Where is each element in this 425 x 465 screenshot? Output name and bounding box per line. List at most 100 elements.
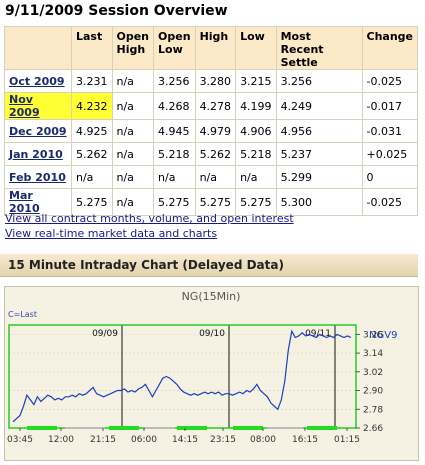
last-cell: 4.925	[71, 119, 113, 143]
open-low-cell: 4.945	[153, 119, 196, 143]
header-text: Open	[116, 30, 150, 43]
open-low-cell: 4.268	[153, 92, 196, 120]
x-axis: 03:45 12:00 21:15 06:00 14:15 23:15 08:00 16:15…	[7, 428, 360, 445]
x-tick-label: 01:15	[334, 435, 360, 445]
open-low-cell: n/a	[153, 165, 196, 189]
header-text: Open	[158, 30, 191, 43]
chart-title: NG(15Min)	[182, 290, 241, 303]
settle-cell: 5.300	[275, 188, 363, 216]
table-row: Mar 2010 5.275 n/a 5.275 5.275 5.275 5.300 -0.0…	[4, 188, 418, 216]
month-cell: Oct 2009	[4, 69, 72, 93]
table-row: Feb 2010 n/a n/a n/a n/a n/a 5.299 0	[4, 165, 418, 189]
last-cell: 5.275	[71, 188, 113, 216]
session-bar	[233, 426, 263, 430]
header-text: Last	[76, 30, 103, 43]
y-tick-label: 3.14	[363, 349, 383, 359]
low-cell: 5.218	[235, 142, 277, 166]
open-high-cell: n/a	[111, 119, 155, 143]
low-cell: 4.906	[235, 119, 277, 143]
x-tick-label: 08:00	[250, 435, 276, 445]
header-text: Change	[366, 30, 414, 43]
table-header-row: Last Open High Open Low High Low Most Recent Set…	[4, 26, 418, 70]
price-line	[12, 329, 352, 423]
table-row: Dec 2009 4.925 n/a 4.945 4.979 4.906 4.956 -0.0…	[4, 119, 418, 143]
table-row: Jan 2010 5.262 n/a 5.218 5.262 5.218 5.237 +0.0…	[4, 142, 418, 166]
section-title: 15 Minute Intraday Chart (Delayed Data)	[8, 258, 284, 272]
off-session-bar	[65, 427, 105, 429]
table-body: Oct 2009 3.231 n/a 3.256 3.280 3.215 3.256 -0.0…	[4, 69, 418, 216]
off-session-bar	[145, 427, 175, 429]
last-cell: 3.231	[71, 69, 113, 93]
day-label: 09/10	[199, 329, 225, 339]
y-tick-label: 3.02	[363, 368, 383, 378]
session-table-container: Last Open High Open Low High Low Most Recent Set…	[4, 26, 418, 216]
off-session-bar	[267, 427, 303, 429]
chart-legend: C=Last	[8, 310, 37, 319]
change-cell: -0.017	[361, 92, 418, 120]
day-label: 09/09	[92, 329, 118, 339]
contract-month-link[interactable]: Mar 2010	[9, 189, 40, 215]
session-table: Last Open High Open Low High Low Most Recent Set…	[4, 26, 418, 216]
header-low: Low	[235, 26, 277, 70]
open-low-cell: 5.218	[153, 142, 196, 166]
header-text: Most Recent	[280, 30, 324, 56]
contract-month-link[interactable]: Oct 2009	[9, 74, 65, 88]
y-axis: 3.26 3.14 3.02 2.90 2.78 2.66	[356, 330, 383, 434]
low-cell: n/a	[235, 165, 277, 189]
settle-cell: 3.256	[275, 69, 363, 93]
settle-cell: 5.237	[275, 142, 363, 166]
chart-svg: NG(15Min) C=Last NGV9 09/09 09/10 09/11 3.…	[7, 290, 397, 445]
high-cell: 4.278	[194, 92, 237, 120]
header-text: High	[199, 30, 229, 43]
contract-month-link[interactable]: Nov 2009	[9, 93, 40, 119]
day-label: 09/11	[305, 329, 331, 339]
header-text: High	[116, 43, 146, 56]
links-block: View all contract months, volume, and op…	[5, 211, 294, 241]
change-cell: -0.031	[361, 119, 418, 143]
x-tick-label: 12:00	[48, 435, 74, 445]
session-bars	[27, 426, 337, 430]
section-header: 15 Minute Intraday Chart (Delayed Data)	[0, 254, 418, 277]
high-cell: 5.262	[194, 142, 237, 166]
header-open-low: Open Low	[153, 26, 196, 70]
open-low-cell: 5.275	[153, 188, 196, 216]
session-bar	[307, 426, 337, 430]
low-cell: 5.275	[235, 188, 277, 216]
last-cell: n/a	[71, 165, 113, 189]
open-high-cell: n/a	[111, 165, 155, 189]
high-cell: 3.280	[194, 69, 237, 93]
header-open-high: Open High	[111, 26, 155, 70]
x-tick-label: 03:45	[7, 435, 33, 445]
header-text: Low	[158, 43, 183, 56]
header-corner	[4, 26, 72, 70]
high-cell: n/a	[194, 165, 237, 189]
header-text: Settle	[280, 56, 318, 69]
session-bar	[109, 426, 139, 430]
y-tick-label: 2.90	[363, 387, 383, 397]
session-bar	[177, 426, 207, 430]
header-last: Last	[71, 26, 113, 70]
high-cell: 5.275	[194, 188, 237, 216]
contract-month-link[interactable]: Feb 2010	[9, 170, 66, 184]
month-cell: Mar 2010	[4, 188, 72, 216]
open-low-cell: 3.256	[153, 69, 196, 93]
session-bar	[27, 426, 57, 430]
settle-cell: 4.956	[275, 119, 363, 143]
high-cell: 4.979	[194, 119, 237, 143]
view-all-contracts-link[interactable]: View all contract months, volume, and op…	[5, 212, 294, 225]
month-cell: Nov 2009	[4, 92, 72, 120]
settle-cell: 4.249	[275, 92, 363, 120]
month-cell: Feb 2010	[4, 165, 72, 189]
contract-month-link[interactable]: Jan 2010	[9, 147, 63, 161]
page-title: 9/11/2009 Session Overview	[5, 3, 228, 19]
x-tick-label: 23:15	[210, 435, 236, 445]
header-most-recent-settle: Most Recent Settle	[275, 26, 363, 70]
x-tick-label: 14:15	[172, 435, 198, 445]
x-tick-label: 21:15	[90, 435, 116, 445]
header-change: Change	[361, 26, 418, 70]
view-realtime-link[interactable]: View real-time market data and charts	[5, 227, 218, 240]
y-tick-label: 2.66	[363, 424, 383, 434]
open-high-cell: n/a	[111, 92, 155, 120]
plot-area	[9, 325, 356, 428]
contract-month-link[interactable]: Dec 2009	[9, 124, 67, 138]
